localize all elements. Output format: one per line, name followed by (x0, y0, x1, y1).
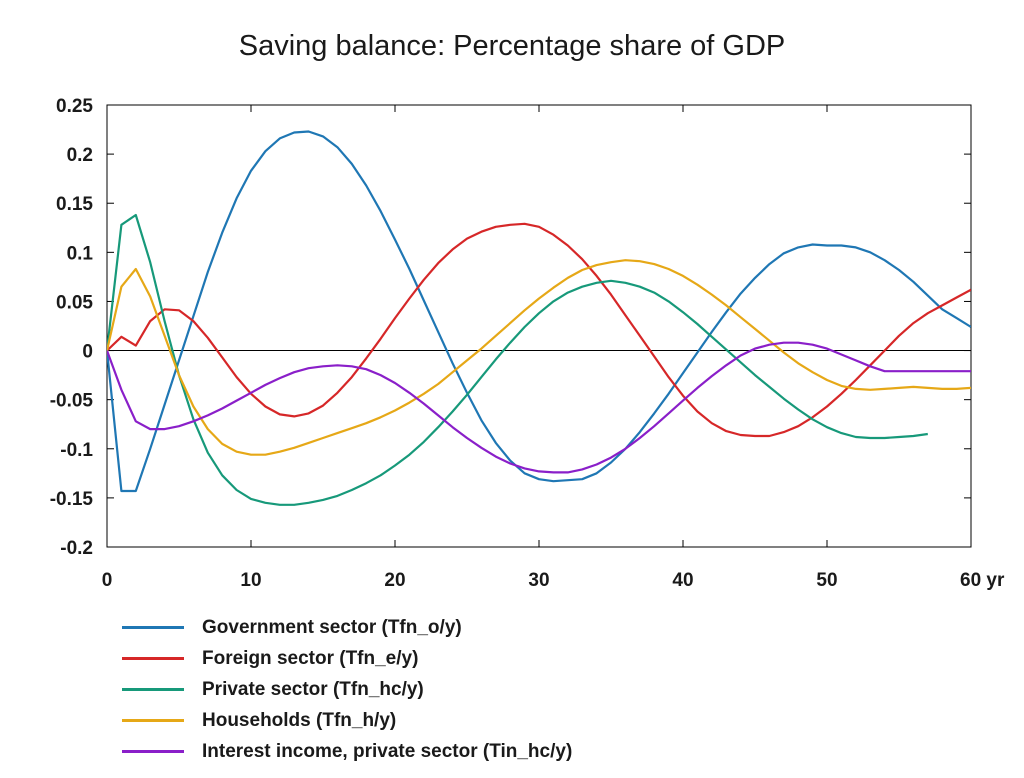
legend-swatch (122, 626, 184, 629)
legend-item: Private sector (Tfn_hc/y) (122, 674, 572, 705)
x-tick-label: 20 (384, 570, 405, 591)
legend-label: Foreign sector (Tfn_e/y) (202, 647, 419, 669)
legend-item: Government sector (Tfn_o/y) (122, 612, 572, 643)
y-tick-label: 0.25 (56, 96, 93, 117)
legend-swatch (122, 750, 184, 753)
legend-label: Private sector (Tfn_hc/y) (202, 678, 424, 700)
y-tick-label: -0.1 (60, 440, 93, 461)
series-line-1 (107, 130, 971, 493)
series-line-3 (107, 213, 928, 506)
series-line-5 (107, 341, 971, 474)
y-tick-label: 0.2 (67, 145, 93, 166)
x-tick-label: 40 (672, 570, 693, 591)
legend-label: Households (Tfn_h/y) (202, 709, 397, 731)
legend-item: Interest income, private sector (Tin_hc/… (122, 736, 572, 767)
x-tick-label: 60 yr (960, 570, 1005, 591)
legend-label: Government sector (Tfn_o/y) (202, 616, 462, 638)
legend-item: Households (Tfn_h/y) (122, 705, 572, 736)
y-tick-label: 0.1 (67, 243, 94, 264)
x-tick-label: 10 (240, 570, 261, 591)
x-tick-label: 0 (102, 570, 113, 591)
legend: Government sector (Tfn_o/y) Foreign secto… (122, 612, 572, 767)
legend-swatch (122, 657, 184, 660)
y-tick-label: -0.05 (50, 391, 94, 412)
y-tick-label: 0 (82, 342, 93, 363)
x-tick-label: 30 (528, 570, 549, 591)
y-tick-label: 0.05 (56, 292, 93, 313)
y-tick-label: -0.15 (50, 489, 94, 510)
legend-swatch (122, 688, 184, 691)
series-line-4 (107, 259, 971, 456)
plot-frame (106, 104, 972, 548)
axes: -0.2 -0.15 -0.1 -0.05 0 0.05 0.1 0.15 0.2 0.25 0 10… (50, 96, 1005, 591)
legend-swatch (122, 719, 184, 722)
series-line-2 (107, 222, 971, 438)
legend-label: Interest income, private sector (Tin_hc/… (202, 740, 573, 762)
y-tick-label: -0.2 (60, 538, 93, 559)
series-lines (107, 130, 971, 506)
chart-title: Saving balance: Percentage share of GDP (238, 30, 786, 62)
legend-item: Foreign sector (Tfn_e/y) (122, 643, 572, 674)
y-tick-label: 0.15 (56, 194, 93, 215)
x-tick-label: 50 (816, 570, 837, 591)
